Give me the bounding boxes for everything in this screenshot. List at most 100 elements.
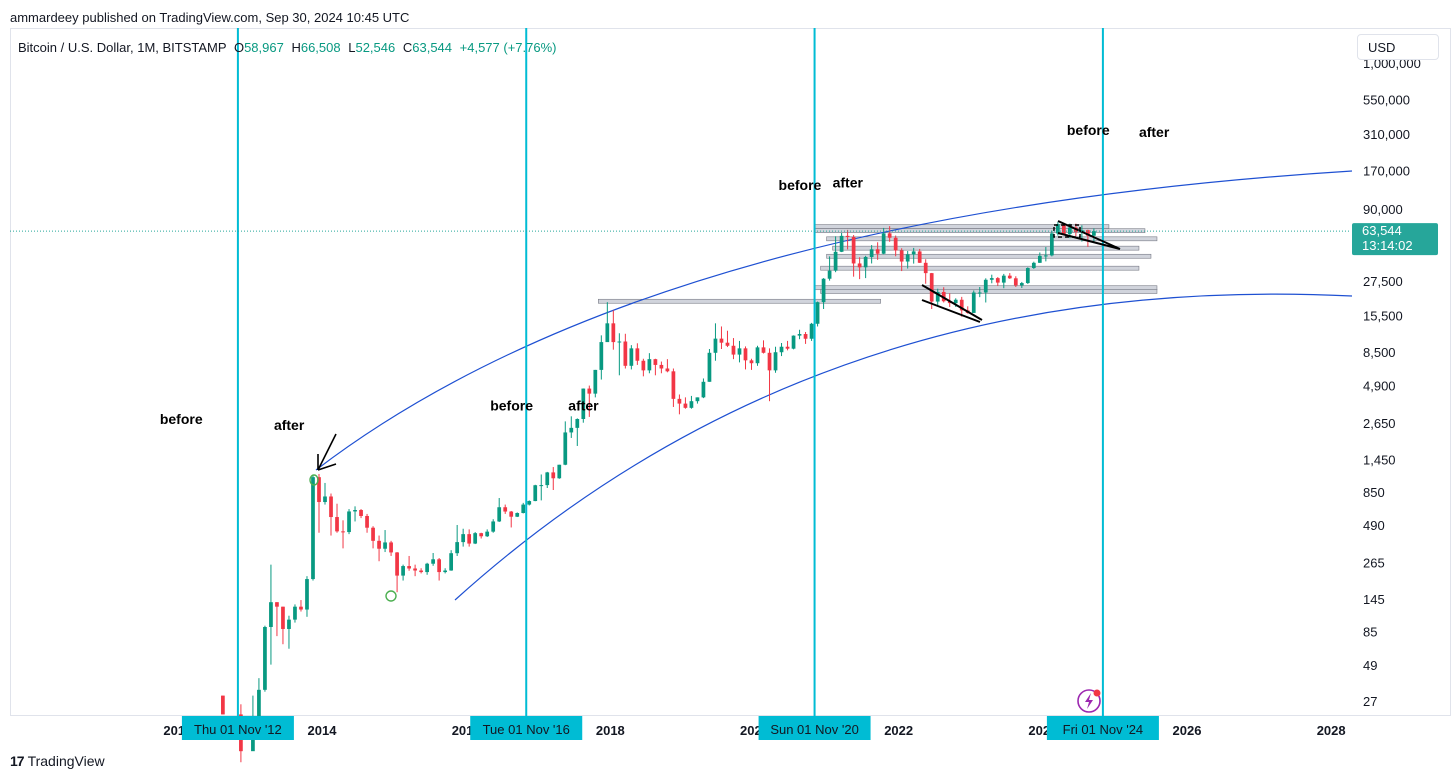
candle [539, 474, 544, 501]
price-tick-label: 1,450 [1363, 452, 1396, 467]
candle-body [485, 531, 490, 537]
candle [413, 564, 417, 577]
annotation-label: before [160, 411, 203, 427]
candle [1043, 247, 1048, 262]
candle [857, 257, 862, 280]
price-tick-label: 85 [1363, 624, 1377, 639]
candle-body [875, 249, 880, 254]
candle-body [353, 510, 357, 512]
candle-body [443, 570, 448, 573]
candle [629, 345, 634, 370]
candle-body [383, 542, 387, 549]
candle [863, 255, 868, 279]
candle-body [695, 397, 700, 402]
candle-body [671, 371, 676, 399]
candle-body [617, 341, 622, 343]
low-label: L [348, 40, 356, 55]
candle-body [1007, 275, 1012, 279]
candle [767, 348, 772, 402]
replay-badge-icon[interactable] [1077, 689, 1101, 713]
candle [875, 242, 880, 260]
candle-body [851, 236, 856, 264]
candle [791, 335, 796, 350]
candle-body [791, 335, 796, 349]
candle [995, 277, 1000, 286]
candle [653, 358, 658, 376]
candle-body [347, 511, 351, 533]
price-tick-label: 850 [1363, 485, 1385, 500]
candle [869, 245, 874, 264]
candle-body [467, 534, 472, 544]
halving-lines [236, 28, 1104, 716]
change-value: +4,577 (+7.76%) [459, 40, 557, 55]
candle-body [539, 485, 544, 487]
candle [773, 346, 778, 373]
price-tick-label: 4,900 [1363, 379, 1396, 394]
candle [701, 378, 706, 399]
price-tick-label: 2,650 [1363, 416, 1396, 431]
candle-body [581, 388, 586, 420]
candle-body [281, 606, 285, 629]
candle [581, 388, 586, 423]
candle [545, 471, 550, 489]
top-circle-marker [309, 474, 319, 486]
candle-body [551, 472, 556, 479]
candle-body [335, 517, 339, 532]
candle-body [497, 507, 502, 522]
candle-body [563, 432, 568, 465]
time-axis: 2012 2014 2016 2018 2020 2022 2024 2026 2028Thu … [163, 716, 1346, 740]
candle-body [911, 251, 916, 255]
candle [833, 236, 838, 273]
candle-body [491, 521, 496, 532]
candle-body [719, 338, 724, 343]
resistance-level [826, 253, 1152, 259]
candle-body [431, 559, 435, 564]
candle-body [803, 334, 808, 339]
candle [407, 555, 411, 571]
candle-body [311, 477, 315, 580]
channel-curves [315, 170, 1353, 601]
candle-body [779, 346, 784, 353]
candle-body [317, 477, 321, 503]
drawings [309, 220, 1121, 602]
candle [617, 333, 622, 376]
candle-body [827, 270, 832, 279]
candle [635, 343, 640, 365]
candle-body [455, 542, 460, 554]
candle-body [881, 233, 886, 254]
open-label: O [233, 40, 245, 55]
candle [305, 576, 309, 617]
candle-body [1092, 231, 1096, 236]
chart-frame[interactable] [10, 28, 1451, 716]
annotation-label: before [1067, 122, 1110, 138]
candle [935, 288, 940, 306]
candle-body [629, 348, 634, 366]
candle [1086, 229, 1090, 247]
annotation-label: after [568, 398, 599, 414]
candle-body [341, 531, 345, 533]
candle [659, 361, 664, 374]
candle-body [425, 563, 429, 573]
candle-body [905, 254, 910, 262]
candle [365, 513, 369, 533]
candle-body [587, 388, 592, 394]
candle [917, 248, 922, 263]
candle [341, 520, 345, 549]
symbol-legend: Bitcoin / U.S. Dollar, 1M, BITSTAMP O58,… [18, 40, 557, 55]
halving-date-tag: Fri 01 Nov '24 [1046, 716, 1159, 740]
candle-body [857, 263, 862, 268]
candle-body [977, 292, 982, 294]
high-label: H [291, 40, 301, 55]
candle [605, 302, 610, 343]
resistance-level [820, 289, 1158, 294]
candle [683, 397, 688, 409]
candle [503, 504, 508, 514]
candle-body [437, 559, 441, 573]
currency-button[interactable]: USD [1357, 34, 1439, 60]
candle [563, 421, 568, 466]
candle-body [989, 278, 994, 280]
candle [311, 474, 315, 581]
publish-line: ammardeey published on TradingView.com, … [10, 10, 410, 25]
